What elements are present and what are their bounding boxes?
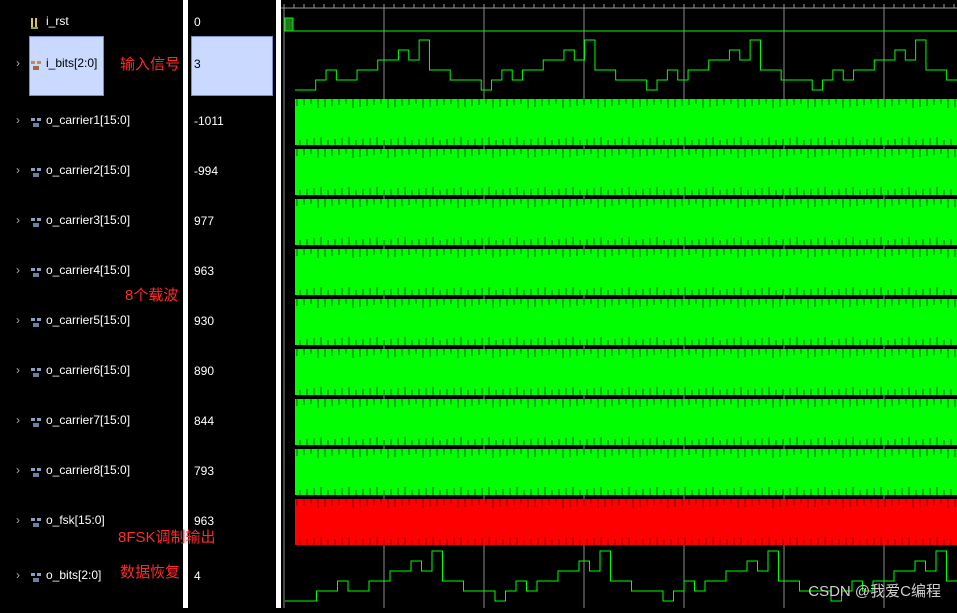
signal-name: i_bits[2:0] (46, 56, 98, 70)
signal-value: -994 (194, 164, 219, 178)
signal-name: o_fsk[15:0] (46, 513, 105, 527)
signal-row[interactable]: › o_carrier4[15:0] (0, 263, 183, 279)
signal-value: 963 (194, 514, 215, 528)
bus-icon (30, 59, 41, 70)
signal-name: o_carrier3[15:0] (46, 213, 131, 227)
bus-icon (30, 366, 41, 377)
carrier-band (295, 449, 957, 495)
chevron-right-icon[interactable]: › (16, 463, 20, 477)
chevron-right-icon[interactable]: › (16, 56, 20, 70)
signal-value: 0 (194, 15, 201, 29)
chevron-right-icon[interactable]: › (16, 513, 20, 527)
i-rst-pulse (284, 17, 294, 32)
bus-icon (30, 571, 41, 582)
bus-icon (30, 516, 41, 527)
signal-row[interactable]: › o_carrier2[15:0] (0, 163, 183, 179)
signal-row[interactable]: i_rst (0, 14, 183, 30)
signal-name: i_rst (46, 14, 69, 28)
chevron-right-icon[interactable]: › (16, 363, 20, 377)
annotation-fsk: 8FSK调制输出 (118, 529, 216, 546)
signal-row[interactable]: › o_fsk[15:0] (0, 513, 183, 529)
waveform-canvas[interactable] (281, 0, 957, 608)
carrier-band (295, 149, 957, 195)
signal-name: o_carrier5[15:0] (46, 313, 131, 327)
signal-row[interactable]: › o_carrier5[15:0] (0, 313, 183, 329)
signal-value: 963 (194, 264, 215, 278)
signal-row[interactable]: › o_carrier6[15:0] (0, 363, 183, 379)
signal-name: o_bits[2:0] (46, 568, 102, 582)
signal-name: o_carrier4[15:0] (46, 263, 131, 277)
panel-divider[interactable] (276, 0, 281, 608)
signal-value: 793 (194, 464, 215, 478)
carrier-band (295, 249, 957, 295)
signal-value: -1011 (194, 114, 224, 128)
signal-name: o_carrier8[15:0] (46, 463, 131, 477)
carrier-band (295, 399, 957, 445)
signal-value-panel: 0 3 -1011 -994 977 963 930 890 844 793 963 4 (188, 0, 276, 608)
o-bits-trace (285, 550, 957, 602)
chevron-right-icon[interactable]: › (16, 313, 20, 327)
signal-row[interactable]: › o_carrier8[15:0] (0, 463, 183, 479)
bus-icon (30, 316, 41, 327)
signal-row[interactable]: › o_carrier3[15:0] (0, 213, 183, 229)
signal-row[interactable]: › o_bits[2:0] (0, 568, 183, 584)
bus-icon (30, 166, 41, 177)
signal-value: 844 (194, 414, 215, 428)
bus-icon (30, 266, 41, 277)
signal-selection-highlight (29, 36, 104, 96)
annotation-carriers: 8个载波 (125, 287, 179, 304)
waveform-panel[interactable] (281, 0, 957, 608)
chevron-right-icon[interactable]: › (16, 263, 20, 277)
chevron-right-icon[interactable]: › (16, 568, 20, 582)
signal-row[interactable]: › o_carrier7[15:0] (0, 413, 183, 429)
signal-name-panel: i_rst › i_bits[2:0] › o_carrier1[15:0] › o_car… (0, 0, 183, 608)
chevron-right-icon[interactable]: › (16, 213, 20, 227)
bus-icon (30, 416, 41, 427)
bus-icon (30, 216, 41, 227)
signal-row[interactable]: › i_bits[2:0] (0, 56, 183, 72)
bit-icon (30, 17, 40, 29)
signal-value: 890 (194, 364, 215, 378)
annotation-input: 输入信号 (120, 56, 181, 73)
chevron-right-icon[interactable]: › (16, 163, 20, 177)
carrier-band (295, 199, 957, 245)
value-selection-highlight (191, 36, 273, 96)
i-bits-trace (295, 39, 957, 91)
carrier-band (295, 499, 957, 545)
i-rst-trace (284, 19, 957, 32)
signal-value: 4 (194, 569, 201, 583)
watermark: CSDN @我爱C编程 (808, 583, 941, 600)
carrier-band (295, 299, 957, 345)
signal-value: 930 (194, 314, 215, 328)
signal-row[interactable]: › o_carrier1[15:0] (0, 113, 183, 129)
chevron-right-icon[interactable]: › (16, 113, 20, 127)
bus-icon (30, 116, 41, 127)
signal-name: o_carrier7[15:0] (46, 413, 131, 427)
panel-divider[interactable] (183, 0, 188, 608)
signal-value: 977 (194, 214, 215, 228)
signal-name: o_carrier6[15:0] (46, 363, 131, 377)
carrier-band (295, 99, 957, 145)
chevron-right-icon[interactable]: › (16, 413, 20, 427)
signal-value: 3 (194, 57, 201, 71)
signal-name: o_carrier2[15:0] (46, 163, 131, 177)
signal-name: o_carrier1[15:0] (46, 113, 131, 127)
bus-icon (30, 466, 41, 477)
carrier-band (295, 349, 957, 395)
annotation-recovery: 数据恢复 (120, 564, 181, 581)
